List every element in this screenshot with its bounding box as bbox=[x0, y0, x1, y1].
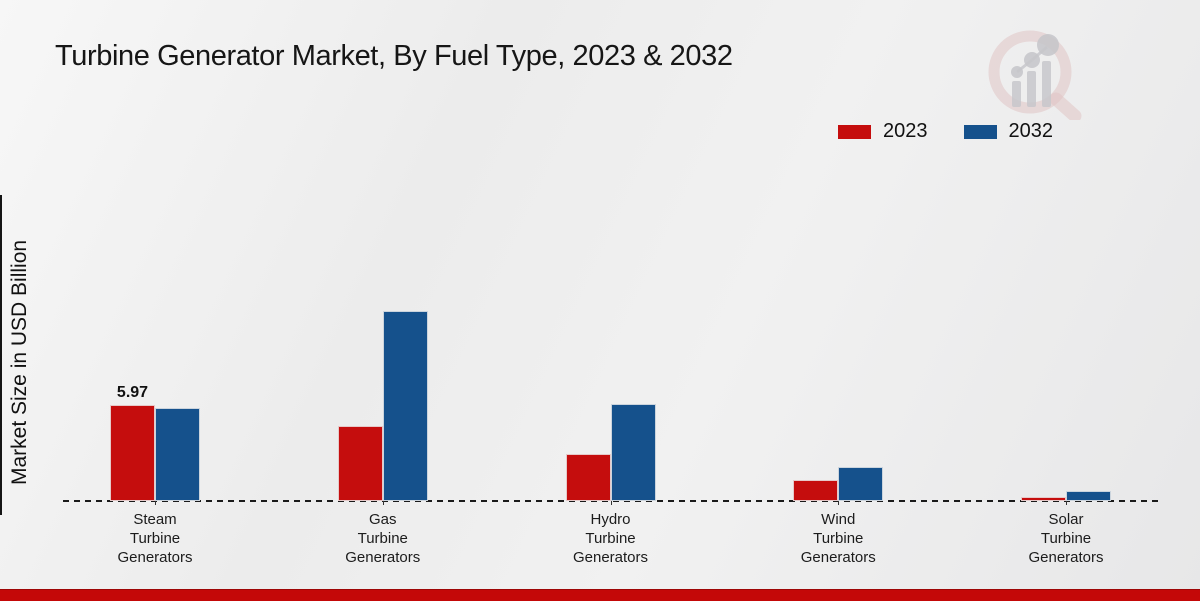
category-label-wind: Wind Turbine Generators bbox=[800, 511, 876, 566]
legend-item-2032: 2032 bbox=[963, 120, 1054, 143]
bottom-accent-bar bbox=[0, 589, 1200, 601]
legend-item-2023: 2023 bbox=[838, 120, 928, 143]
category-label-hydro: Hydro Turbine Generators bbox=[572, 511, 649, 566]
x-axis-tick bbox=[155, 501, 156, 505]
legend-label-2032: 2032 bbox=[1008, 120, 1054, 142]
bar-2032-solar bbox=[1066, 491, 1111, 501]
chart-title: Turbine Generator Market, By Fuel Type, … bbox=[55, 40, 733, 72]
bar-2032-wind bbox=[838, 467, 884, 501]
x-axis-tick bbox=[1066, 501, 1067, 505]
category-label-solar: Solar Turbine Generators bbox=[1028, 511, 1104, 566]
category-label-gas: Gas Turbine Generators bbox=[345, 511, 421, 566]
bar-2032-gas bbox=[382, 311, 428, 501]
legend-swatch-2032 bbox=[963, 124, 997, 139]
bar-value-label: 5.97 bbox=[116, 384, 149, 401]
y-axis-line bbox=[0, 195, 2, 515]
bar-2023-hydro bbox=[565, 454, 611, 501]
legend-swatch-2023 bbox=[838, 124, 871, 139]
bar-2023-steam bbox=[110, 405, 155, 501]
x-axis-tick bbox=[610, 501, 612, 505]
category-label-steam: Steam Turbine Generators bbox=[117, 511, 193, 566]
magnifier-bar-chart-logo-icon bbox=[988, 30, 1082, 120]
bar-2023-gas bbox=[337, 426, 383, 501]
legend: 2023 2032 bbox=[838, 120, 1053, 143]
bar-2032-hydro bbox=[610, 404, 656, 501]
bar-2023-wind bbox=[793, 480, 839, 501]
bar-2032-steam bbox=[155, 408, 200, 501]
x-axis-tick bbox=[838, 501, 840, 505]
x-axis-tick bbox=[382, 501, 384, 505]
bar-2023-solar bbox=[1021, 497, 1066, 501]
legend-label-2023: 2023 bbox=[883, 120, 928, 142]
